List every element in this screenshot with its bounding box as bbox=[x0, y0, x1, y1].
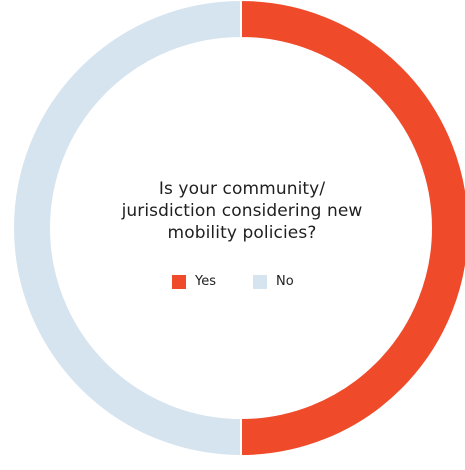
legend-label-yes: Yes bbox=[195, 274, 216, 289]
donut-slice-yes bbox=[240, 0, 465, 458]
chart-question: Is your community/ jurisdiction consider… bbox=[92, 178, 392, 244]
legend-swatch-yes bbox=[172, 274, 186, 289]
question-line-3: mobility policies? bbox=[167, 223, 317, 243]
question-line-1: Is your community/ bbox=[158, 179, 326, 199]
donut-slices bbox=[12, 0, 465, 458]
legend-item-yes: Yes bbox=[172, 274, 216, 289]
legend-swatch-no bbox=[253, 274, 267, 289]
legend-label-no: No bbox=[276, 274, 294, 289]
donut-slice-no bbox=[12, 0, 242, 458]
legend: Yes No bbox=[172, 274, 294, 289]
legend-item-no: No bbox=[253, 274, 294, 289]
question-line-2: jurisdiction considering new bbox=[121, 201, 363, 221]
